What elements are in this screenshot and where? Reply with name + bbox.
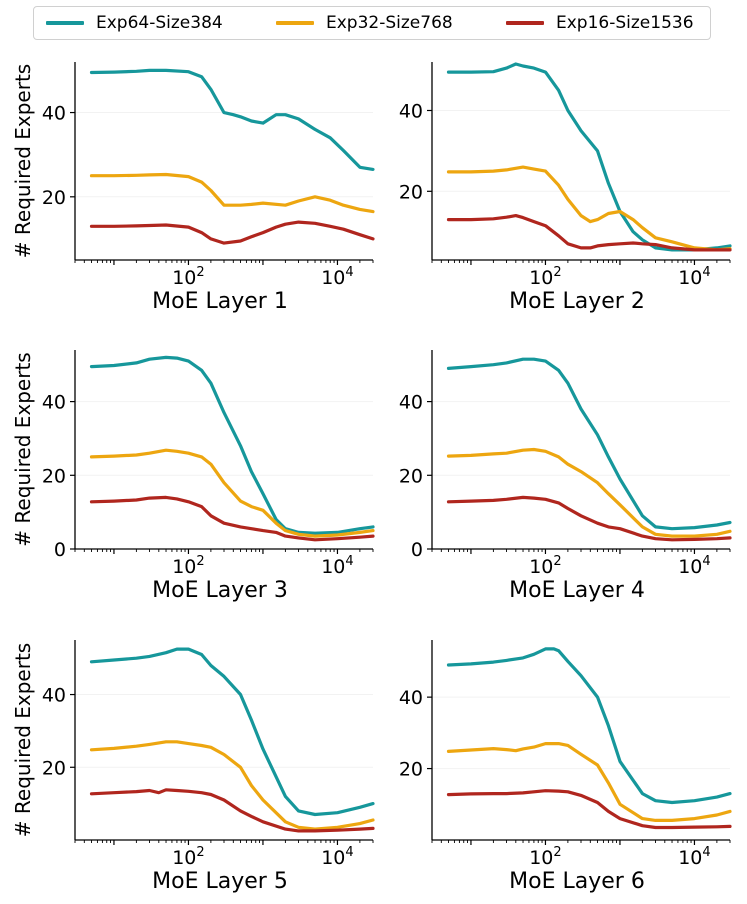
legend-swatch-exp64 xyxy=(46,21,84,25)
y-tick-label: 40 xyxy=(399,687,423,709)
x-tick-label: 104 xyxy=(678,554,710,578)
series-line-exp64 xyxy=(446,647,732,805)
series-line-exp64 xyxy=(446,62,732,252)
y-tick-label: 20 xyxy=(399,759,423,781)
y-axis-label: # Required Experts xyxy=(11,643,35,837)
y-tick-label: 20 xyxy=(42,187,66,209)
y-axis-label: # Required Experts xyxy=(11,64,35,258)
legend-label-exp16: Exp16-Size1536 xyxy=(556,13,694,33)
legend-item-exp16: Exp16-Size1536 xyxy=(506,7,694,39)
series-line-exp32 xyxy=(446,165,732,252)
legend: Exp64-Size384 Exp32-Size768 Exp16-Size15… xyxy=(33,6,711,40)
y-axis-label: # Required Experts xyxy=(11,352,35,546)
chart-panel-6: 20 40 102 104 MoE Layer 6 xyxy=(399,640,732,894)
series-line-exp32 xyxy=(89,448,375,538)
series-line-exp32 xyxy=(446,741,732,823)
y-tick-label: 0 xyxy=(411,539,423,561)
x-axis-label: MoE Layer 6 xyxy=(509,869,645,894)
y-tick-label: 40 xyxy=(399,100,423,122)
chart-panel-1: 20 40 102 104 MoE Layer 1 # Required Experts xyxy=(11,62,375,314)
y-tick-label: 40 xyxy=(42,392,66,414)
chart-panel-3: 0 20 40 102 104 MoE Layer 3 # Required Experts xyxy=(11,350,375,603)
y-tick-label: 20 xyxy=(399,465,423,487)
y-tick-label: 0 xyxy=(54,539,66,561)
x-tick-label: 104 xyxy=(321,845,353,869)
legend-item-exp64: Exp64-Size384 xyxy=(46,7,223,39)
y-tick-label: 20 xyxy=(399,181,423,203)
chart-panel-2: 20 40 102 104 MoE Layer 2 xyxy=(399,62,732,314)
x-tick-label: 102 xyxy=(529,265,561,289)
legend-swatch-exp32 xyxy=(276,21,314,25)
chart-panel-5: 20 40 102 104 MoE Layer 5 # Required Experts xyxy=(11,640,375,894)
series-line-exp16 xyxy=(89,788,375,833)
series-line-exp64 xyxy=(89,68,375,171)
series-line-exp32 xyxy=(446,447,732,538)
legend-label-exp32: Exp32-Size768 xyxy=(326,13,453,33)
y-tick-label: 20 xyxy=(42,757,66,779)
series-line-exp16 xyxy=(89,495,375,542)
x-tick-label: 104 xyxy=(321,265,353,289)
x-tick-label: 102 xyxy=(172,554,204,578)
series-line-exp64 xyxy=(89,647,375,817)
y-tick-label: 40 xyxy=(42,685,66,707)
x-tick-label: 104 xyxy=(321,554,353,578)
legend-swatch-exp16 xyxy=(506,21,544,25)
series-line-exp16 xyxy=(446,789,732,830)
x-tick-label: 104 xyxy=(678,845,710,869)
y-tick-label: 40 xyxy=(399,392,423,414)
series-line-exp64 xyxy=(89,355,375,535)
series-line-exp16 xyxy=(446,214,732,252)
x-tick-label: 102 xyxy=(529,845,561,869)
x-tick-label: 102 xyxy=(172,265,204,289)
x-axis-label: MoE Layer 1 xyxy=(152,289,288,314)
legend-label-exp64: Exp64-Size384 xyxy=(96,13,223,33)
x-tick-label: 102 xyxy=(529,554,561,578)
chart-panel-4: 0 20 40 102 104 MoE Layer 4 xyxy=(399,350,732,603)
x-axis-label: MoE Layer 3 xyxy=(152,578,288,603)
y-tick-label: 20 xyxy=(42,465,66,487)
series-line-exp64 xyxy=(446,357,732,531)
series-line-exp32 xyxy=(89,172,375,214)
x-tick-label: 102 xyxy=(172,845,204,869)
series-line-exp32 xyxy=(89,740,375,831)
x-axis-label: MoE Layer 2 xyxy=(509,289,645,314)
x-axis-label: MoE Layer 5 xyxy=(152,869,288,894)
series-line-exp16 xyxy=(446,495,732,542)
series-line-exp16 xyxy=(89,220,375,245)
y-tick-label: 40 xyxy=(42,103,66,125)
legend-item-exp32: Exp32-Size768 xyxy=(276,7,453,39)
x-axis-label: MoE Layer 4 xyxy=(509,578,645,603)
x-tick-label: 104 xyxy=(678,265,710,289)
